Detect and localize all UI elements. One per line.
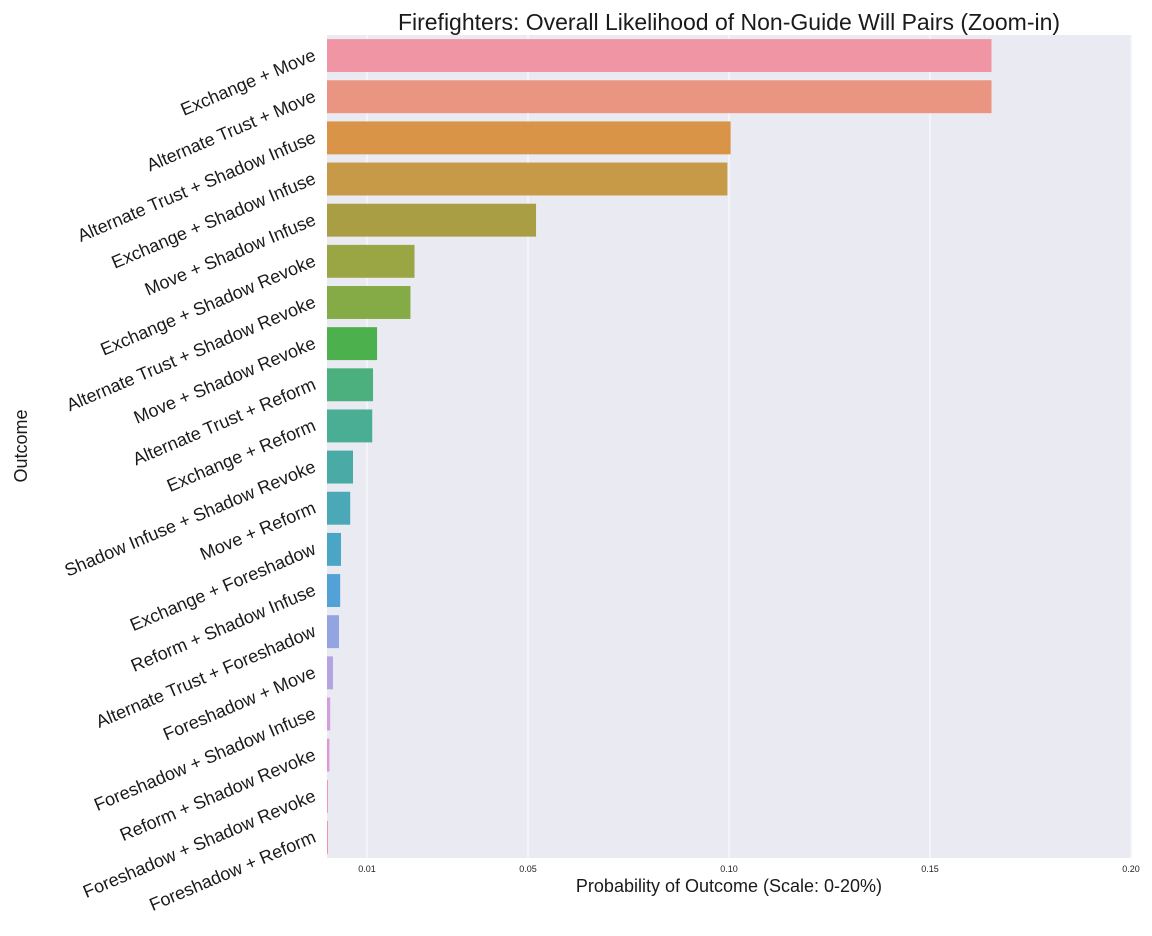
x-tick-label: 0.20 (1122, 864, 1140, 874)
bar (327, 615, 339, 649)
bars (327, 39, 992, 854)
bar (327, 491, 351, 525)
bar (327, 203, 537, 237)
x-tick-labels: 0.01 0.05 0.10 0.15 0.20 (358, 864, 1140, 874)
bar (327, 738, 330, 772)
bar (327, 450, 353, 484)
bar (327, 80, 992, 114)
bar (327, 656, 333, 690)
bar (327, 327, 378, 361)
chart-title: Firefighters: Overall Likelihood of Non-… (398, 9, 1060, 35)
x-tick-label: 0.10 (720, 864, 738, 874)
x-tick-label: 0.15 (921, 864, 939, 874)
x-tick-label: 0.01 (358, 864, 376, 874)
bar (327, 286, 411, 319)
y-axis-label: Outcome (11, 409, 31, 482)
bar (327, 574, 341, 607)
x-axis-label: Probability of Outcome (Scale: 0-20%) (576, 876, 882, 896)
bar (327, 121, 731, 155)
bar (327, 409, 373, 443)
bar (327, 697, 331, 731)
bar (327, 820, 328, 854)
bar (327, 368, 374, 402)
bar (327, 532, 341, 566)
x-tick-label: 0.05 (519, 864, 537, 874)
bar (327, 779, 328, 813)
bar (327, 162, 728, 196)
bar (327, 244, 415, 278)
bar (327, 39, 992, 73)
